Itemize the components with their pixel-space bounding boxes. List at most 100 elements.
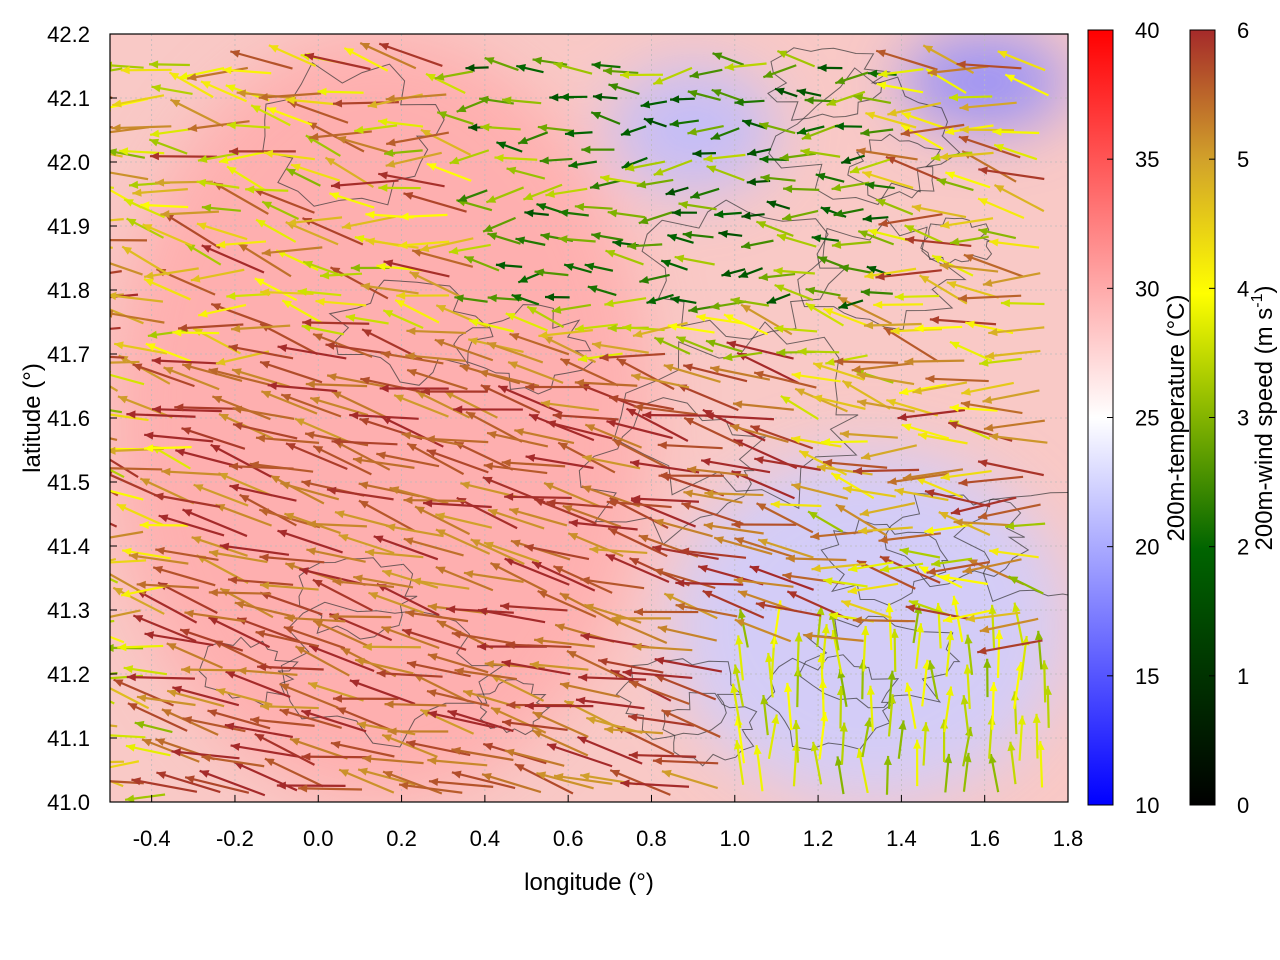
wind-arrow <box>663 592 718 620</box>
wind-arrow <box>352 456 415 469</box>
wind-arrow <box>710 300 747 311</box>
wind-arrow <box>718 229 743 238</box>
wind-arrow <box>712 52 745 66</box>
wind-arrow <box>1036 740 1045 788</box>
wind-arrow <box>577 352 623 363</box>
wind-arrow <box>609 769 671 796</box>
wind-arrow <box>454 294 488 303</box>
wind-arrow <box>914 324 963 333</box>
wind-arrow <box>312 332 373 358</box>
wind-arrow <box>284 614 346 623</box>
wind-arrow <box>136 580 199 589</box>
wind-arrow <box>385 151 442 168</box>
wind-arrow <box>620 779 690 788</box>
wind-arrow <box>652 66 693 86</box>
wind-arrow <box>687 89 721 102</box>
wind-arrow <box>853 467 920 476</box>
colorbar-tick-label: 3 <box>1237 406 1249 431</box>
x-tick-label: 1.6 <box>969 826 1000 851</box>
wind-arrow <box>815 172 845 183</box>
wind-arrow <box>796 125 825 136</box>
wind-arrow <box>225 670 291 698</box>
wind-arrow <box>940 573 988 586</box>
wind-arrow <box>425 435 489 444</box>
contour-line <box>953 491 1068 603</box>
wind-arrow <box>144 631 214 647</box>
wind-arrow <box>427 756 488 767</box>
wind-arrow <box>329 266 389 300</box>
wind-arrow <box>897 720 907 759</box>
wind-arrow <box>537 123 575 133</box>
wind-arrow <box>222 66 272 75</box>
wind-arrow <box>757 538 814 559</box>
wind-arrow <box>330 179 399 190</box>
wind-arrow <box>704 489 764 498</box>
wind-arrow <box>312 445 372 476</box>
wind-arrow <box>420 387 488 396</box>
wind-arrow <box>696 313 745 325</box>
wind-arrow <box>468 318 515 333</box>
x-tick-label: 0.2 <box>386 826 417 851</box>
wind-arrow <box>110 309 165 324</box>
wind-arrow <box>537 589 597 618</box>
wind-arrow <box>652 756 719 766</box>
wind-arrow <box>861 170 914 189</box>
wind-arrow <box>838 299 864 310</box>
wind-arrow <box>142 223 193 247</box>
contour-line <box>578 397 767 546</box>
y-tick-label: 41.5 <box>47 470 90 495</box>
wind-arrow <box>546 498 613 509</box>
wind-arrow <box>224 722 294 739</box>
colorbar-tick-label: 35 <box>1135 147 1159 172</box>
wind-arrow <box>218 151 265 164</box>
wind-arrow <box>136 694 196 707</box>
wind-arrow <box>887 101 941 117</box>
wind-arrow <box>840 600 892 619</box>
wind-arrow <box>811 562 866 573</box>
wind-arrow <box>839 722 848 765</box>
wind-arrow <box>260 390 318 415</box>
wind-arrow <box>332 578 395 589</box>
wind-arrow <box>878 68 924 78</box>
wind-arrow <box>451 770 516 790</box>
wind-arrow <box>260 702 319 711</box>
wind-arrow <box>940 217 994 229</box>
wind-arrow <box>174 403 241 412</box>
wind-arrow <box>301 752 368 761</box>
wind-arrow <box>792 720 801 763</box>
wind-arrow <box>979 617 1039 634</box>
wind-arrow <box>151 405 222 414</box>
wind-arrow <box>856 371 915 386</box>
wind-arrow <box>646 293 674 305</box>
wind-arrow <box>568 519 638 531</box>
wind-label-sup: -1 <box>1249 293 1266 307</box>
wind-arrow <box>144 267 199 280</box>
wind-arrow <box>483 541 540 563</box>
wind-arrow <box>381 625 440 650</box>
wind-arrow <box>343 47 389 72</box>
wind-arrow <box>511 293 540 306</box>
wind-arrow <box>553 772 613 785</box>
temp-region-cool-northeast <box>901 34 1068 130</box>
wind-arrow <box>201 244 265 274</box>
wind-arrow <box>551 303 592 314</box>
wind-arrow <box>405 352 466 363</box>
wind-arrow <box>976 639 1043 655</box>
wind-arrow <box>329 612 392 621</box>
wind-arrow <box>110 573 146 595</box>
wind-arrow <box>958 135 1021 159</box>
wind-arrow <box>178 66 225 80</box>
wind-arrow <box>733 576 794 588</box>
wind-arrow <box>812 362 865 381</box>
wind-arrow <box>758 272 796 282</box>
wind-arrow <box>587 285 617 297</box>
wind-arrow <box>834 71 869 85</box>
wind-arrow <box>326 486 394 501</box>
wind-arrow <box>523 183 563 201</box>
wind-arrow <box>435 528 491 555</box>
wind-arrow <box>505 312 548 332</box>
wind-arrow <box>639 273 670 284</box>
wind-arrow <box>653 568 716 590</box>
wind-arrow <box>760 694 769 736</box>
wind-arrow <box>959 125 1015 134</box>
